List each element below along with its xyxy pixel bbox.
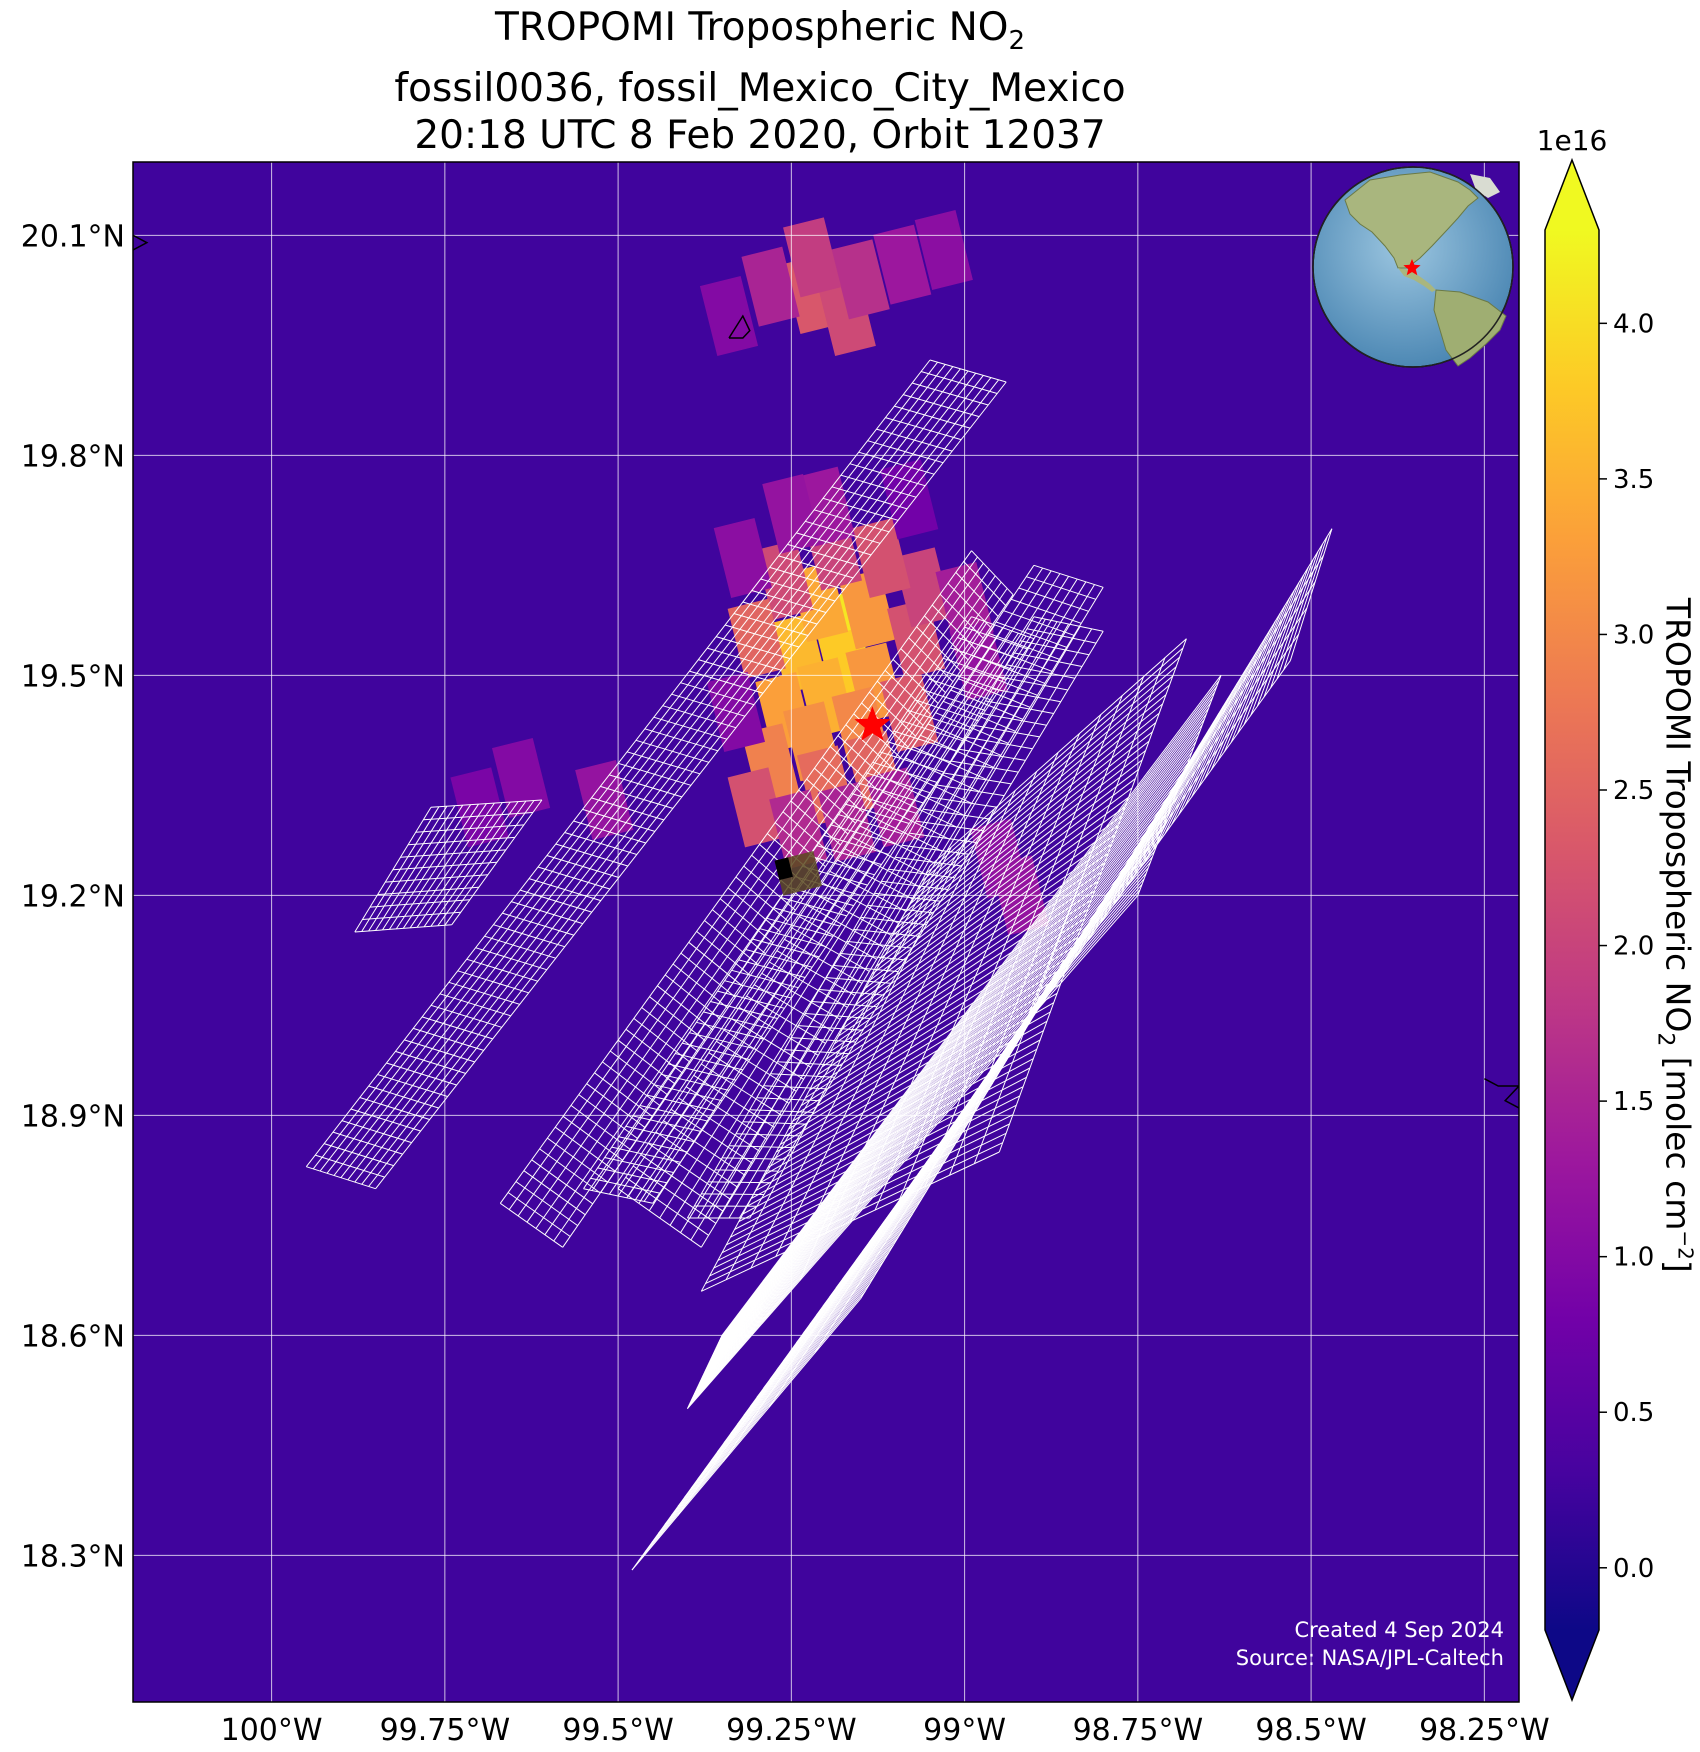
no2-pixel: [831, 239, 890, 320]
x-tick-label: 99.5°W: [562, 1713, 673, 1748]
coastline: [1483, 1078, 1519, 1109]
no2-pixel: [914, 209, 973, 291]
dark-patch: [774, 851, 823, 896]
created-date: Created 4 Sep 2024: [1294, 1618, 1504, 1642]
map-plot-area[interactable]: [133, 162, 1519, 1702]
x-tick-label: 98.25°W: [1419, 1713, 1550, 1748]
coastline: [728, 314, 751, 339]
x-tick-label: 98.75°W: [1073, 1713, 1204, 1748]
colorbar-outline: [1544, 157, 1600, 1703]
colorbar-tick-label: 3.5: [1613, 465, 1654, 495]
title-line-1: TROPOMI Tropospheric NO2: [494, 5, 1026, 56]
y-tick-label: 18.3°N: [21, 1539, 125, 1574]
gridlines: [133, 162, 1519, 1702]
y-tick-label: 19.2°N: [21, 879, 125, 914]
colorbar-extend-bottom: [1545, 1630, 1599, 1700]
inset-globe: [1312, 166, 1514, 368]
colorbar-tick-label: 1.0: [1613, 1243, 1654, 1273]
x-tick-label: 100°W: [221, 1713, 323, 1748]
footprint-swath: [686, 674, 1222, 1410]
no2-pixel: [893, 547, 953, 628]
map-frame: [132, 161, 1520, 1703]
no2-pixel: [873, 224, 932, 305]
no2-pixel: [491, 737, 551, 819]
x-tick-label: 98.5°W: [1255, 1713, 1366, 1748]
colorbar-tick-label: 0.5: [1613, 1398, 1654, 1428]
title-line-3: 20:18 UTC 8 Feb 2020, Orbit 12037: [414, 112, 1106, 158]
footprint-swaths: [305, 359, 1333, 1571]
footprint-swath: [305, 359, 1007, 1190]
x-axis-ticks: 100°W 99.75°W 99.5°W 99.25°W 99°W 98.75°W 98.5…: [221, 1713, 1550, 1748]
globe-greenland: [1470, 174, 1500, 198]
footprint-swath: [354, 799, 543, 933]
no2-pixel: [706, 671, 765, 753]
coastline: [133, 234, 149, 251]
colorbar-tick-label: 3.0: [1613, 620, 1654, 650]
no2-pixel: [713, 517, 772, 599]
y-tick-label: 19.8°N: [21, 439, 125, 474]
colorbar-tick-label: 2.0: [1613, 932, 1654, 962]
coastlines: [133, 234, 1519, 1109]
colorbar-body: [1545, 230, 1599, 1630]
x-tick-label: 99°W: [923, 1713, 1006, 1748]
no2-pixel: [852, 517, 911, 599]
colorbar-tick-label: 0.0: [1613, 1554, 1654, 1584]
chart-title: TROPOMI Tropospheric NO2 fossil0036, fos…: [130, 4, 1390, 159]
colorbar-tick-label: 2.5: [1613, 776, 1654, 806]
colorbar: 1e16 0.0 0.5 1.0 1.5 2.0 2.5 3.0 3.5 4.0: [1537, 124, 1654, 1703]
source-credit: Source: NASA/JPL-Caltech: [1235, 1646, 1504, 1670]
y-axis-ticks: 18.3°N 18.6°N 18.9°N 19.2°N 19.5°N 19.8°N 20.1…: [21, 219, 125, 1574]
x-tick-label: 99.75°W: [380, 1713, 511, 1748]
y-tick-label: 18.6°N: [21, 1319, 125, 1354]
dark-footprint-patch: [774, 851, 823, 896]
globe-south-america: [1433, 289, 1507, 367]
globe-north-america: [1344, 171, 1479, 269]
colorbar-multiplier: 1e16: [1537, 124, 1608, 157]
y-tick-label: 19.5°N: [21, 659, 125, 694]
no2-pixel: [783, 217, 842, 298]
no2-pixel: [741, 246, 800, 327]
title-line-2: fossil0036, fossil_Mexico_City_Mexico: [394, 65, 1126, 111]
footprint-swath: [499, 550, 1014, 1248]
site-star-marker: [854, 706, 891, 741]
colorbar-tick-label: 1.5: [1613, 1087, 1654, 1117]
footer: Created 4 Sep 2024 Source: NASA/JPL-Calt…: [1236, 1616, 1504, 1672]
y-tick-label: 18.9°N: [21, 1099, 125, 1134]
colorbar-tick-label: 4.0: [1613, 309, 1654, 339]
y-tick-label: 20.1°N: [21, 219, 125, 254]
colorbar-extend-top: [1545, 160, 1599, 230]
colorbar-label: TROPOMI Tropospheric NO2 [molec cm−2]: [1652, 597, 1698, 1273]
no2-pixel: [699, 275, 759, 357]
globe-site-marker: [1403, 259, 1421, 276]
no2-pixel: [769, 789, 828, 870]
colorbar-ticks: 0.0 0.5 1.0 1.5 2.0 2.5 3.0 3.5 4.0: [1599, 309, 1654, 1584]
site-star: [854, 706, 891, 741]
x-tick-label: 99.25°W: [726, 1713, 857, 1748]
